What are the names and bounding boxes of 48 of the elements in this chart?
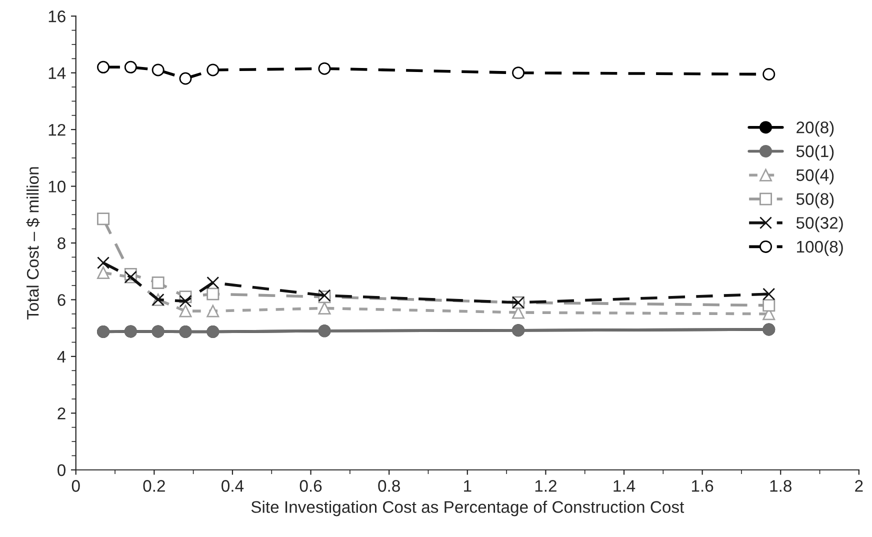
y-tick-label: 8 xyxy=(58,237,66,250)
point xyxy=(179,294,192,308)
point xyxy=(206,288,220,300)
point xyxy=(152,64,164,76)
point xyxy=(762,68,776,80)
x-tick-label: 2 xyxy=(855,480,863,492)
point xyxy=(206,276,220,289)
point xyxy=(124,60,137,74)
point xyxy=(318,302,331,314)
legend-label: 50(32) xyxy=(796,216,843,232)
x-tick-label: 0 xyxy=(72,480,80,492)
point xyxy=(97,256,110,270)
x-tick-label: 1.4 xyxy=(614,480,636,492)
y-tick-label: 2 xyxy=(58,408,66,420)
point xyxy=(97,212,110,226)
x-tick-label: 1 xyxy=(464,480,472,492)
x-tick-label: 1.2 xyxy=(535,480,556,492)
x-tick-label: 0.2 xyxy=(143,480,165,492)
y-axis-title: Total Cost – $ million xyxy=(26,167,40,320)
y-tick-label: 12 xyxy=(48,124,66,136)
point xyxy=(206,64,220,76)
x-axis-title: Site Investigation Cost as Percentage of Construction Cost xyxy=(251,500,684,516)
point xyxy=(318,62,331,75)
legend-label: 50(1) xyxy=(796,144,834,160)
y-tick-label: 14 xyxy=(48,67,66,79)
y-tick-label: 4 xyxy=(57,351,66,362)
point xyxy=(179,72,192,85)
x-tick-label: 1.6 xyxy=(692,480,714,492)
legend-label: 50(4) xyxy=(796,168,834,184)
x-tick-label: 0.4 xyxy=(222,480,244,492)
x-tick-label: 0.8 xyxy=(378,480,400,492)
point xyxy=(512,66,525,80)
y-tick-label: 0 xyxy=(58,464,66,476)
y-tick-label: 16 xyxy=(48,10,66,22)
legend-label: 100(8) xyxy=(797,240,843,256)
y-tick-label: 10 xyxy=(48,180,66,192)
legend-label: 20(8) xyxy=(796,121,834,137)
y-tick-label: 6 xyxy=(58,294,66,306)
legend-label: 50(8) xyxy=(796,192,834,208)
x-tick-label: 0.6 xyxy=(300,480,322,492)
point xyxy=(97,60,110,74)
point xyxy=(762,288,776,300)
point xyxy=(762,299,776,312)
point xyxy=(97,266,110,280)
point xyxy=(152,276,164,289)
x-tick-label: 1.8 xyxy=(770,480,792,492)
point xyxy=(206,304,220,318)
point xyxy=(179,304,192,318)
